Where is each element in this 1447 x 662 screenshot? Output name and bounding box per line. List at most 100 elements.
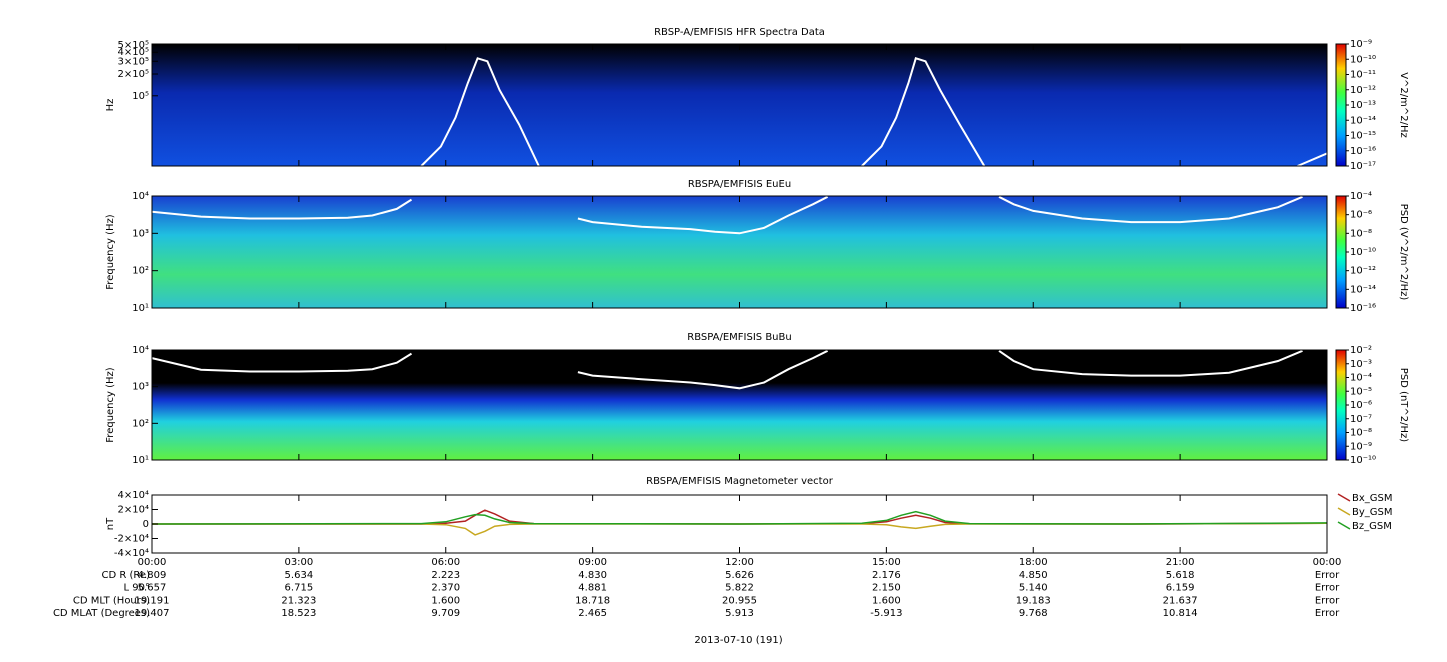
plot-frame xyxy=(151,494,1328,554)
panel-title: RBSPA/EMFISIS Magnetometer vector xyxy=(646,476,834,487)
y-tick-label: 2×10⁵ xyxy=(118,69,149,80)
colorbar-tick-label: 10⁻⁸ xyxy=(1350,228,1372,239)
x-tick-label: 12:00 xyxy=(725,557,754,568)
ephemeris-value: 18.718 xyxy=(575,595,610,606)
ephemeris-value: 5.822 xyxy=(725,583,754,594)
ephemeris-value: 6.159 xyxy=(1166,583,1195,594)
ephemeris-value: Error xyxy=(1315,570,1340,581)
x-tick-label: 03:00 xyxy=(284,557,313,568)
y-axis-label: Hz xyxy=(105,99,116,112)
spectrogram xyxy=(152,350,1327,460)
ephemeris-label: CD R (Re) xyxy=(102,570,151,581)
x-tick-label: 00:00 xyxy=(138,557,167,568)
colorbar-tick-label: 10⁻¹⁰ xyxy=(1350,247,1376,258)
ephemeris-value: Error xyxy=(1315,583,1340,594)
colorbar-tick-label: 10⁻¹⁶ xyxy=(1350,303,1376,314)
colorbar-label: PSD (nT^2/Hz) xyxy=(1398,368,1409,442)
colorbar-tick-label: 10⁻¹⁰ xyxy=(1350,455,1376,466)
ephemeris-value: 5.634 xyxy=(285,570,314,581)
colorbar-tick-label: 10⁻⁹ xyxy=(1350,39,1372,50)
legend-swatch xyxy=(1337,493,1351,502)
ephemeris-value: 4.850 xyxy=(1019,570,1048,581)
colorbar-tick-label: 10⁻⁶ xyxy=(1350,210,1372,221)
y-tick-label: 0 xyxy=(143,519,149,530)
y-tick-label: 4×10⁴ xyxy=(118,490,149,501)
colorbar xyxy=(1335,195,1347,309)
x-tick-label: 21:00 xyxy=(1166,557,1195,568)
colorbar-tick-label: 10⁻⁴ xyxy=(1350,373,1372,384)
y-tick-label: 10⁴ xyxy=(132,191,149,202)
ephemeris-value: 2.176 xyxy=(872,570,901,581)
colorbar-tick-label: 10⁻⁶ xyxy=(1350,400,1372,411)
ephemeris-value: 5.140 xyxy=(1019,583,1048,594)
y-tick-label: 10⁵ xyxy=(132,91,149,102)
y-tick-label: 10³ xyxy=(132,228,149,239)
colorbar-tick-label: 10⁻² xyxy=(1350,345,1372,356)
panel-title: RBSPA/EMFISIS BuBu xyxy=(687,332,791,343)
ephemeris-value: 18.523 xyxy=(281,608,316,619)
ephemeris-value: 21.323 xyxy=(281,595,316,606)
series-line xyxy=(152,522,1328,536)
ephemeris-value: 19.183 xyxy=(1016,595,1051,606)
date-label: 2013-07-10 (191) xyxy=(694,635,782,646)
y-axis-label: Frequency (Hz) xyxy=(105,214,116,290)
colorbar-tick-label: 10⁻¹⁶ xyxy=(1350,146,1376,157)
y-tick-label: 10² xyxy=(132,418,149,429)
ephemeris-value: 19.407 xyxy=(135,608,170,619)
colorbar-tick-label: 10⁻³ xyxy=(1350,359,1372,370)
ephemeris-value: 9.709 xyxy=(431,608,460,619)
ephemeris-value: 6.715 xyxy=(285,583,314,594)
ephemeris-value: 5.913 xyxy=(725,608,754,619)
x-tick-label: 09:00 xyxy=(578,557,607,568)
curve xyxy=(420,57,1328,167)
spectrogram xyxy=(152,196,1327,308)
x-tick-label: 06:00 xyxy=(431,557,460,568)
x-tick-label: 15:00 xyxy=(872,557,901,568)
ephemeris-value: 10.814 xyxy=(1163,608,1198,619)
ephemeris-value: 2.465 xyxy=(578,608,607,619)
ephemeris-label: CD MLAT (Degrees) xyxy=(53,608,150,619)
colorbar-tick-label: 10⁻¹¹ xyxy=(1350,70,1376,81)
ephemeris-value: 21.637 xyxy=(1163,595,1198,606)
ephemeris-value: 1.600 xyxy=(431,595,460,606)
ephemeris-value: 4.809 xyxy=(138,570,167,581)
legend-label: Bz_GSM xyxy=(1352,521,1392,532)
ephemeris-label: CD MLT (Hours) xyxy=(73,595,150,606)
ephemeris-value: 1.600 xyxy=(872,595,901,606)
ephemeris-value: -5.913 xyxy=(870,608,902,619)
panel-title: RBSPA/EMFISIS EuEu xyxy=(688,179,791,190)
x-tick-label: 18:00 xyxy=(1019,557,1048,568)
colorbar-tick-label: 10⁻¹⁴ xyxy=(1350,284,1376,295)
colorbar-tick-label: 10⁻¹⁴ xyxy=(1350,115,1376,126)
colorbar-tick-label: 10⁻¹³ xyxy=(1350,100,1376,111)
ephemeris-value: 4.881 xyxy=(578,583,607,594)
series-line xyxy=(151,510,1328,525)
colorbar-tick-label: 10⁻⁴ xyxy=(1350,191,1372,202)
y-tick-label: 10⁴ xyxy=(132,345,149,356)
ephemeris-value: 2.223 xyxy=(431,570,460,581)
ephemeris-value: 9.768 xyxy=(1019,608,1048,619)
colorbar-tick-label: 10⁻¹⁷ xyxy=(1350,161,1376,172)
colorbar-tick-label: 10⁻⁹ xyxy=(1350,441,1372,452)
y-tick-label: 10³ xyxy=(132,382,149,393)
spectrogram xyxy=(152,44,1327,166)
panel-title: RBSP-A/EMFISIS HFR Spectra Data xyxy=(654,27,825,38)
ephemeris-value: 2.370 xyxy=(431,583,460,594)
ephemeris-value: 5.626 xyxy=(725,570,754,581)
ephemeris-label: L 90° xyxy=(124,583,150,594)
colorbar-tick-label: 10⁻¹⁵ xyxy=(1350,131,1376,142)
ephemeris-value: 4.830 xyxy=(578,570,607,581)
colorbar-tick-label: 10⁻⁵ xyxy=(1350,386,1372,397)
y-tick-label: 10² xyxy=(132,266,149,277)
y-tick-label: 4×10⁵ xyxy=(118,47,149,58)
y-tick-label: 3×10⁵ xyxy=(118,56,149,67)
colorbar-tick-label: 10⁻⁸ xyxy=(1350,428,1372,439)
y-tick-label: -4×10⁴ xyxy=(114,548,149,559)
series-line xyxy=(152,509,1328,525)
legend-swatch xyxy=(1337,507,1351,516)
legend-label: By_GSM xyxy=(1352,507,1393,518)
ephemeris-value: 20.955 xyxy=(722,595,757,606)
y-axis-label: nT xyxy=(105,517,116,530)
colorbar-tick-label: 10⁻¹² xyxy=(1350,85,1376,96)
